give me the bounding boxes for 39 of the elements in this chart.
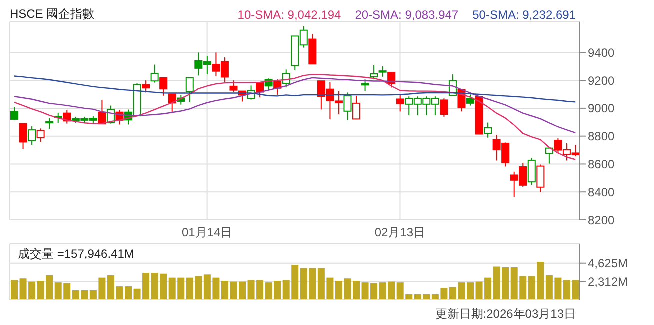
bar <box>467 282 474 300</box>
candlestick <box>46 118 54 130</box>
y-tick-label: 8400 <box>588 185 616 200</box>
candlestick <box>370 64 378 80</box>
bar <box>125 286 132 300</box>
text: 10-SMA: 9,042.194 <box>238 8 342 22</box>
candlestick <box>282 69 290 88</box>
y-tick-label: 2,312M <box>588 274 628 289</box>
text: 更新日期:2026年03月13日 <box>434 306 577 323</box>
bar <box>239 282 246 300</box>
y-tick-label: 9200 <box>588 74 616 88</box>
y-tick-label: 8600 <box>588 157 616 172</box>
y-tick-label: 8200 <box>588 213 616 228</box>
candlestick <box>396 94 404 112</box>
candlestick <box>142 80 150 94</box>
text: 20-SMA: 9,083.947 <box>355 8 459 22</box>
candlestick <box>388 72 396 88</box>
candlestick <box>19 123 28 150</box>
y-tick-label: 9400 <box>588 46 616 60</box>
chart-title: 成交量 =157,946.41M <box>18 246 134 263</box>
x-tick-label: 02月13日 <box>374 226 426 240</box>
candlestick <box>440 98 448 118</box>
text: 50-SMA: 9,232.691 <box>472 8 576 22</box>
line-series <box>14 74 576 160</box>
x-tick-label: 01月14日 <box>182 226 233 240</box>
candlestick <box>466 94 474 106</box>
y-tick-label: 9000 <box>588 102 616 116</box>
y-tick-label: 4,625M <box>588 256 628 271</box>
bar <box>11 280 18 300</box>
candlestick <box>10 106 18 121</box>
chart-title: HSCE 國企指數 <box>10 6 95 23</box>
candlestick <box>150 64 159 84</box>
candlestick <box>186 77 194 103</box>
candlestick <box>484 122 492 138</box>
bar <box>353 280 360 300</box>
y-tick-label: 8800 <box>588 130 616 144</box>
candlestick <box>160 77 168 96</box>
candlestick <box>378 66 387 78</box>
candlestick <box>230 80 238 92</box>
